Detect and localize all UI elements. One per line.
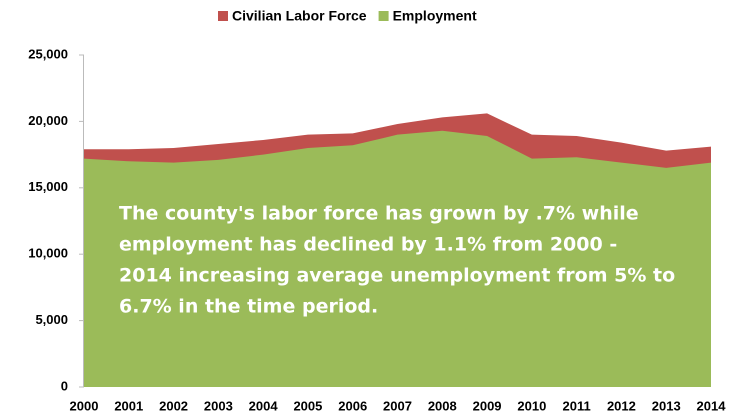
x-tick-label: 2010 [517,398,546,413]
x-tick-label: 2002 [159,398,188,413]
x-tick-label: 2012 [607,398,636,413]
legend-label: Employment [393,8,477,24]
x-tick-label: 2011 [563,398,591,413]
x-tick-label: 2014 [697,398,727,413]
annotation: employment has declined by 1.1% from 200… [119,234,617,256]
x-tick-label: 2009 [473,398,502,413]
x-tick-label: 2007 [383,398,412,413]
y-tick-label: 10,000 [28,246,68,261]
x-tick-label: 2004 [249,398,279,413]
y-tick-label: 15,000 [28,179,68,194]
x-tick-label: 2003 [204,398,233,413]
legend-label: Civilian Labor Force [232,8,367,24]
y-tick-label: 20,000 [28,113,68,128]
y-tick-label: 5,000 [35,312,68,327]
x-tick-label: 2008 [428,398,457,413]
y-tick-label: 0 [61,378,68,393]
y-tick-label: 25,000 [28,46,68,61]
area [84,130,711,388]
x-tick-label: 2013 [652,398,681,413]
legend-swatch [218,11,228,21]
x-tick-label: 2001 [114,398,143,413]
annotation: 6.7% in the time period. [119,296,378,318]
annotation: 2014 increasing average unemployment fro… [119,265,675,287]
x-tick-label: 2000 [70,398,99,413]
annotation: The county's labor force has grown by .7… [119,203,639,225]
x-tick-label: 2005 [293,398,322,413]
x-tick-label: 2006 [338,398,367,413]
legend-swatch [378,11,389,21]
